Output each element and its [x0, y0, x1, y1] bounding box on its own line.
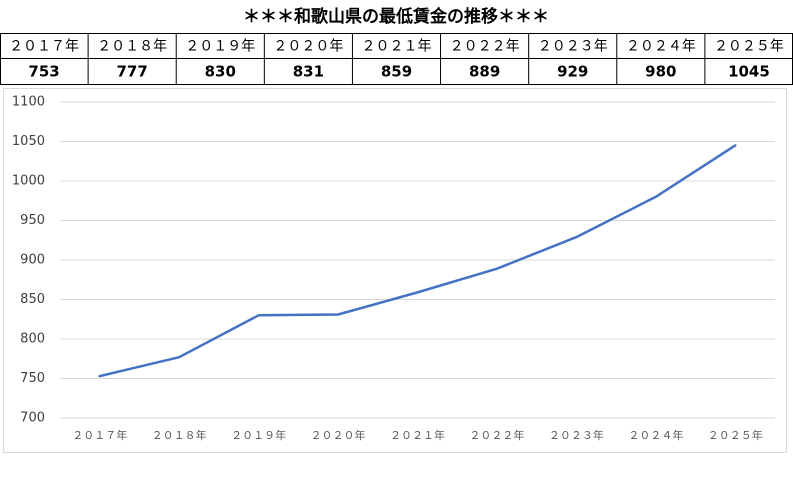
y-tick-label: 900: [20, 253, 45, 268]
table-value: 831: [293, 63, 324, 81]
line-series: [98, 144, 737, 378]
table-header: ２０１９年: [185, 39, 255, 55]
table-value: 1045: [728, 63, 770, 81]
table-header: ２０２３年: [538, 39, 608, 55]
y-tick-label: 700: [20, 411, 45, 426]
y-tick-label: 750: [20, 371, 45, 386]
table-value: 753: [28, 63, 59, 81]
x-tick-label: ２０１８年: [152, 428, 207, 442]
x-tick-label: ２０２２年: [469, 428, 524, 442]
x-tick-label: ２０２４年: [628, 428, 683, 442]
table-header: ２０２５年: [714, 39, 784, 55]
y-tick-label: 1100: [12, 95, 45, 110]
table-value: 830: [205, 63, 236, 81]
table-value: 777: [117, 63, 148, 81]
table-value: 929: [557, 63, 588, 81]
x-tick-label: ２０１７年: [72, 428, 127, 442]
table-value: 980: [645, 63, 676, 81]
y-tick-label: 800: [20, 332, 45, 347]
table-header: ２０２０年: [273, 39, 343, 55]
table-header: ２０２１年: [362, 39, 432, 55]
x-tick-label: ２０２３年: [549, 428, 604, 442]
table-value: 889: [469, 63, 500, 81]
y-tick-label: 850: [20, 292, 45, 307]
x-tick-label: ２０２５年: [708, 428, 763, 442]
table-header: ２０２２年: [450, 39, 520, 55]
chart-frame: [3, 88, 787, 453]
x-tick-label: ２０２０年: [311, 428, 366, 442]
table-value: 859: [381, 63, 412, 81]
table-header: ２０１７年: [9, 39, 79, 55]
x-tick-label: ２０１９年: [231, 428, 286, 442]
y-tick-label: 1000: [12, 174, 45, 189]
y-tick-label: 950: [20, 213, 45, 228]
table-header: ２０２４年: [626, 39, 696, 55]
x-tick-label: ２０２１年: [390, 428, 445, 442]
table-header: ２０１８年: [97, 39, 167, 55]
chart-title: ＊＊＊和歌山県の最低賃金の推移＊＊＊: [243, 6, 549, 27]
y-tick-label: 1050: [12, 134, 45, 149]
